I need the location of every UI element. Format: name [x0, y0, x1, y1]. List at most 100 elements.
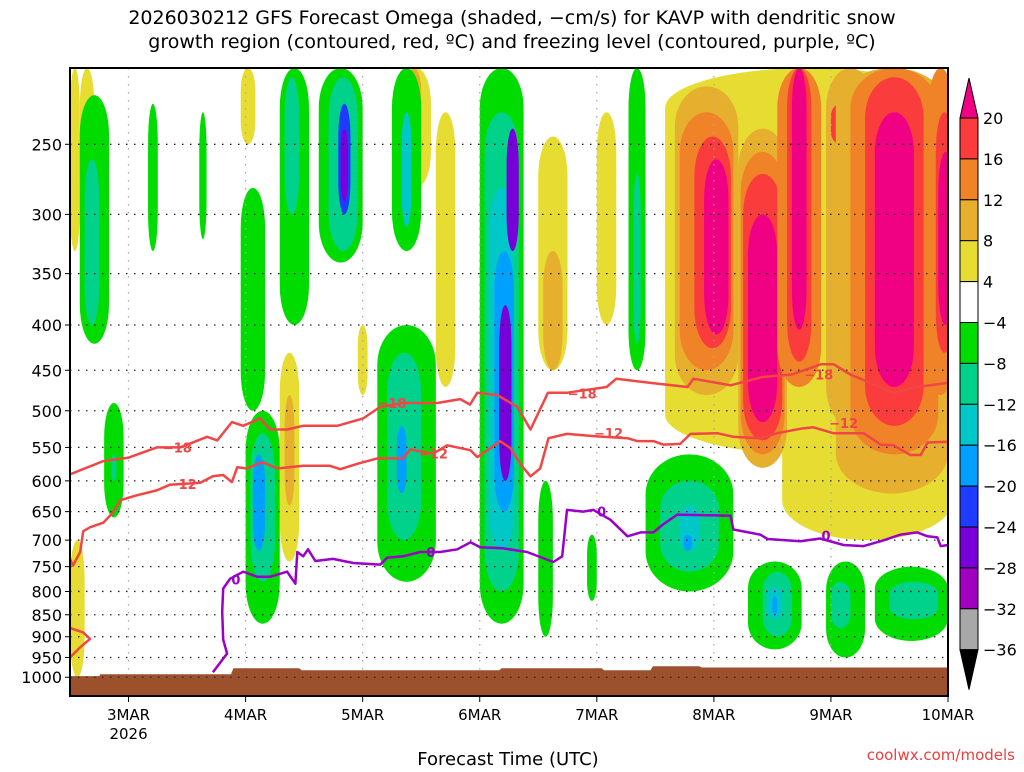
contour-label-minus-12: −12: [829, 417, 858, 432]
colorbar-label: 4: [983, 273, 993, 292]
colorbar-box: [959, 199, 979, 242]
credit-link[interactable]: coolwx.com/models: [867, 746, 1015, 764]
contour-label-freezing-level-0: 0: [426, 546, 435, 561]
omega-region: [396, 425, 407, 494]
x-axis-label: Forecast Time (UTC): [417, 749, 598, 768]
colorbar-label: −16: [983, 436, 1017, 455]
omega-region: [506, 128, 519, 252]
ground-fill: [70, 666, 948, 696]
omega-region: [340, 128, 349, 202]
colorbar-label: 16: [983, 150, 1003, 169]
contour-minus-12-loop: [70, 626, 92, 659]
omega-region: [889, 581, 939, 620]
colorbar-box: [959, 526, 979, 569]
contour-minus-18: [70, 362, 948, 476]
colorbar: 20 16 12 8 4 −4 −8 −12 −16 −20 −24 −28 −32 −36: [959, 77, 1017, 690]
omega-region: [704, 159, 729, 335]
colorbar-box: [959, 403, 979, 446]
colorbar-label: −24: [983, 518, 1017, 537]
y-tick-label: 650: [31, 503, 62, 522]
colorbar-box: [959, 158, 979, 201]
contour-label-minus-18: −18: [568, 387, 597, 402]
omega-region: [148, 103, 158, 252]
colorbar-box: [959, 608, 979, 651]
omega-region: [499, 305, 512, 481]
y-tick-label: 700: [31, 531, 62, 550]
omega-region: [357, 324, 368, 396]
omega-region: [240, 187, 266, 411]
omega-region: [401, 112, 412, 227]
colorbar-label: −32: [983, 600, 1017, 619]
omega-region: [596, 112, 617, 325]
omega-region: [252, 454, 266, 551]
omega-region: [199, 112, 207, 240]
colorbar-box: [959, 567, 979, 610]
contour-label-minus-18: −18: [804, 369, 833, 384]
y-tick-label: 1000: [21, 668, 62, 687]
contour-label-minus-18: −18: [377, 397, 406, 412]
colorbar-label: −12: [983, 395, 1017, 414]
y-tick-label: 350: [31, 265, 62, 284]
plot-frame: [69, 67, 949, 697]
omega-region: [683, 534, 692, 551]
colorbar-box: [959, 485, 979, 528]
y-tick-label: 300: [31, 205, 62, 224]
x-tick-label: 10MAR: [922, 706, 975, 724]
contour-label-freezing-level-0: 0: [597, 506, 606, 521]
title-line-1: 2026030212 GFS Forecast Omega (shaded, −…: [128, 7, 895, 29]
y-tick-label: 500: [31, 402, 62, 421]
omega-region: [830, 581, 851, 629]
colorbar-label: −8: [983, 354, 1007, 373]
y-tick-label: 850: [31, 606, 62, 625]
y-tick-label: 450: [31, 361, 62, 380]
colorbar-label: −20: [983, 477, 1017, 496]
y-tick-label: 800: [31, 582, 62, 601]
contour-label-freezing-level-0: 0: [822, 530, 831, 545]
x-tick-label: 9MAR: [809, 706, 852, 724]
colorbar-box: [959, 322, 979, 364]
y-tick-label: 950: [31, 649, 62, 668]
colorbar-under-triangle: [959, 649, 979, 690]
colorbar-label: −4: [983, 314, 1007, 333]
omega-region: [748, 214, 778, 423]
omega-region: [938, 151, 948, 325]
x-tick-label: 6MAR: [458, 706, 501, 724]
omega-region: [543, 251, 563, 371]
omega-region: [240, 68, 256, 145]
y-axis: 250 300 350 400 450 500 550 600 650 700 750 800 850 9…: [21, 135, 70, 687]
y-tick-label: 400: [31, 316, 62, 335]
colorbar-box: [959, 281, 979, 324]
omega-region: [70, 68, 80, 252]
colorbar-label: 8: [983, 232, 993, 251]
x-tick-label: 4MAR: [224, 706, 267, 724]
chart-title: 2026030212 GFS Forecast Omega (shaded, −…: [128, 7, 895, 53]
y-tick-label: 600: [31, 472, 62, 491]
y-tick-label: 750: [31, 558, 62, 577]
ground-terrain: [70, 666, 948, 696]
y-tick-label: 250: [31, 135, 62, 154]
contour-minus-12: [70, 426, 948, 567]
colorbar-box: [959, 362, 979, 405]
contour-label-freezing-level-0: 0: [231, 573, 240, 588]
contour-labels: −18 −18 −18 −18 −12 −12 −12 −12 0 0 0 0: [163, 369, 858, 589]
colorbar-label: 12: [983, 191, 1003, 210]
x-tick-year: 2026: [109, 725, 147, 743]
colorbar-box: [959, 444, 979, 487]
contour-label-minus-12: −12: [419, 448, 448, 463]
y-tick-label: 550: [31, 438, 62, 457]
contour-label-minus-12: −12: [168, 478, 197, 493]
contour-label-minus-12: −12: [594, 427, 623, 442]
x-tick-label: 8MAR: [692, 706, 735, 724]
x-tick-label: 5MAR: [341, 706, 384, 724]
contours: [70, 362, 948, 673]
colorbar-box: [959, 117, 979, 160]
omega-region: [791, 68, 807, 330]
omega-region: [70, 540, 85, 678]
omega-region: [284, 395, 295, 506]
colorbar-over-triangle: [959, 77, 979, 119]
colorbar-label: 20: [983, 109, 1003, 128]
colorbar-label: −28: [983, 559, 1017, 578]
colorbar-label: −36: [983, 641, 1017, 660]
